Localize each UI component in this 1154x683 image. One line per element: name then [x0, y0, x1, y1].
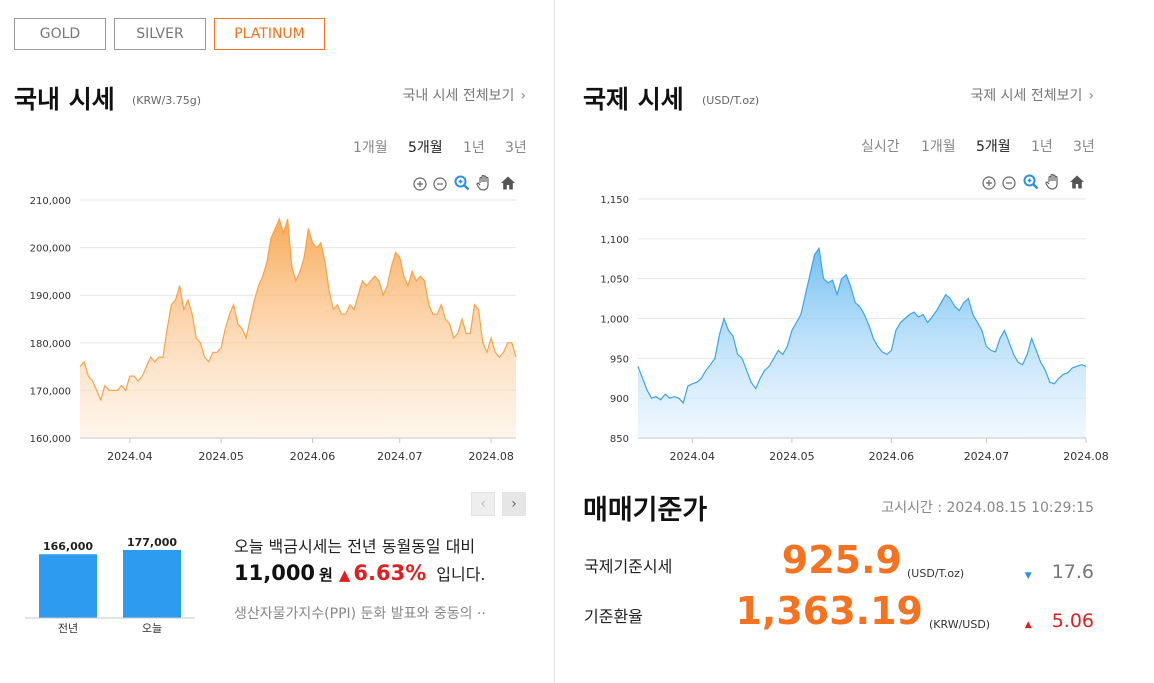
intl-standard-unit: (USD/T.oz) — [907, 567, 965, 580]
y-tick-label: 160,000 — [30, 434, 71, 445]
domestic-period-1m[interactable]: 1개월 — [353, 140, 388, 156]
summary-tail: 입니다. — [436, 565, 486, 584]
intl-period-5m[interactable]: 5개월 — [976, 139, 1011, 155]
prev-button[interactable]: ‹ — [471, 492, 495, 516]
mini-bar — [123, 550, 181, 618]
exchange-rate-value: 1,363.19 — [735, 589, 923, 633]
up-arrow-icon: ▲ — [338, 566, 351, 584]
pan-hand-icon[interactable] — [1045, 173, 1061, 190]
y-tick-label: 1,150 — [600, 195, 629, 206]
x-tick-label: 2024.06 — [869, 450, 915, 463]
up-arrow-icon: ▲ — [1024, 620, 1032, 630]
x-tick-label: 2024.08 — [1063, 450, 1109, 463]
panel-divider — [554, 0, 555, 683]
mini-bar-category-label: 오늘 — [142, 622, 162, 635]
standard-price-title: 매매기준가 — [583, 495, 708, 526]
price-series-line — [79, 217, 517, 402]
summary-sentence: 오늘 백금시세는 전년 동월동일 대비 — [234, 537, 476, 556]
y-tick-label: 210,000 — [30, 196, 71, 207]
news-headline-link[interactable]: 생산자물가지수(PPI) 둔화 발표와 중동의 ·· — [234, 606, 486, 622]
mini-bar — [39, 554, 97, 618]
zoom-out-icon[interactable] — [432, 176, 448, 192]
tab-platinum[interactable]: PLATINUM — [214, 18, 325, 50]
intl-period-3y[interactable]: 3년 — [1073, 139, 1095, 155]
y-tick-label: 950 — [610, 354, 629, 365]
y-tick-label: 200,000 — [30, 244, 71, 255]
y-tick-label: 170,000 — [30, 386, 71, 397]
y-tick-label: 900 — [610, 394, 629, 405]
domestic-title: 국내 시세 — [14, 85, 115, 114]
international-more-link[interactable]: 국제 시세 전체보기 › — [970, 85, 1094, 105]
summary-change: 11,000 원 ▲ 6.63% 입니다. — [234, 561, 486, 585]
exchange-rate-label: 기준환율 — [584, 607, 643, 626]
x-tick-label: 2024.07 — [377, 450, 423, 463]
zoom-in-icon[interactable] — [412, 176, 428, 192]
intl-standard-change-value: 17.6 — [1051, 561, 1094, 583]
x-tick-label: 2024.05 — [198, 450, 244, 463]
notice-time: 고시시간 : 2024.08.15 10:29:15 — [881, 500, 1094, 516]
mini-bar-chart: 166,000 전년 177,000 오늘 — [25, 536, 195, 635]
zoom-in-icon[interactable] — [981, 175, 997, 191]
magnifier-icon[interactable] — [1023, 174, 1039, 190]
change-percent: 6.63% — [353, 561, 427, 585]
domestic-period-5m[interactable]: 5개월 — [408, 140, 443, 156]
home-icon[interactable] — [1069, 174, 1085, 190]
x-tick-label: 2024.04 — [670, 450, 716, 463]
domestic-price-chart: 210,000 200,000 190,000 180,000 170,000 160,0… — [30, 196, 517, 463]
mini-bar-value-label: 166,000 — [43, 540, 93, 553]
y-tick-label: 850 — [610, 434, 629, 445]
intl-standard-change: ▼ 17.6 — [1025, 561, 1094, 583]
price-area-fill — [638, 248, 1086, 438]
magnifier-icon[interactable] — [454, 175, 470, 191]
domestic-period-1y[interactable]: 1년 — [463, 140, 485, 156]
home-icon[interactable] — [500, 175, 516, 191]
x-tick-label: 2024.08 — [468, 450, 514, 463]
change-amount: 11,000 — [234, 561, 316, 585]
intl-standard-value: 925.9 — [781, 538, 902, 582]
exchange-rate-unit: (KRW/USD) — [929, 618, 991, 631]
international-price-chart: 1,150 1,100 1,050 1,000 950 900 850 2024.04 2024… — [600, 195, 1109, 463]
y-tick-label: 1,000 — [600, 315, 629, 326]
tab-silver[interactable]: SILVER — [114, 18, 206, 50]
zoom-out-icon[interactable] — [1001, 175, 1017, 191]
x-tick-label: 2024.04 — [107, 450, 153, 463]
chevron-right-icon: › — [520, 88, 526, 104]
domestic-unit: (KRW/3.75g) — [132, 94, 202, 107]
international-title: 국제 시세 — [583, 85, 684, 114]
international-more-label: 국제 시세 전체보기 — [970, 88, 1083, 104]
mini-bar-category-label: 전년 — [58, 622, 78, 635]
intl-standard-label: 국제기준시세 — [584, 557, 673, 576]
y-tick-label: 1,050 — [600, 275, 629, 286]
chevron-right-icon: › — [1088, 88, 1094, 104]
domestic-period-3y[interactable]: 3년 — [505, 140, 527, 156]
y-tick-label: 1,100 — [600, 235, 629, 246]
intl-period-1m[interactable]: 1개월 — [921, 139, 956, 155]
exchange-rate-change: ▲ 5.06 — [1025, 610, 1094, 632]
domestic-more-label: 국내 시세 전체보기 — [402, 88, 515, 104]
tab-gold[interactable]: GOLD — [14, 18, 106, 50]
intl-period-realtime[interactable]: 실시간 — [861, 139, 900, 155]
intl-period-1y[interactable]: 1년 — [1031, 139, 1053, 155]
price-series-line — [637, 246, 1087, 405]
price-area-fill — [80, 219, 516, 438]
change-currency: 원 — [319, 566, 333, 584]
x-tick-label: 2024.07 — [964, 450, 1010, 463]
next-button[interactable]: › — [502, 492, 526, 516]
mini-bar-value-label: 177,000 — [127, 536, 177, 549]
x-tick-label: 2024.06 — [290, 450, 336, 463]
down-arrow-icon: ▼ — [1024, 571, 1032, 581]
y-tick-label: 190,000 — [30, 291, 71, 302]
x-tick-label: 2024.05 — [769, 450, 815, 463]
exchange-rate-change-value: 5.06 — [1051, 610, 1094, 632]
domestic-more-link[interactable]: 국내 시세 전체보기 › — [402, 85, 526, 105]
pan-hand-icon[interactable] — [476, 174, 492, 191]
international-unit: (USD/T.oz) — [702, 94, 760, 107]
y-tick-label: 180,000 — [30, 339, 71, 350]
